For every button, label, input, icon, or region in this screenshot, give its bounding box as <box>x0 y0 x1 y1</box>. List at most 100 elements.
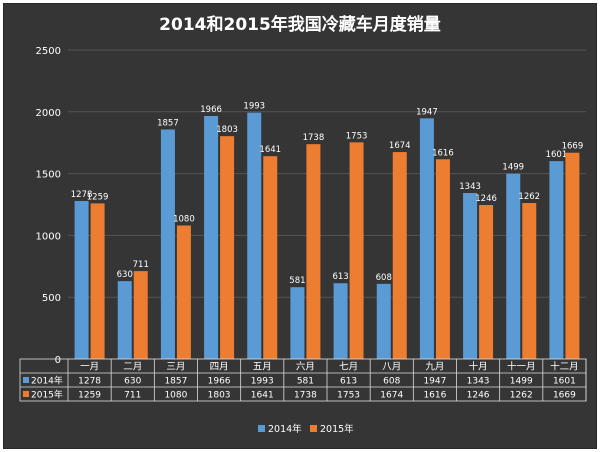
x-tick-label: 十二月 <box>550 361 579 373</box>
data-label: 630 <box>117 270 133 280</box>
table-cell: 1601 <box>553 377 576 387</box>
table-cell: 1753 <box>337 391 360 401</box>
table-cell: 1278 <box>78 377 101 387</box>
data-label: 581 <box>289 276 305 286</box>
table-cell: 630 <box>124 377 141 387</box>
data-label: 608 <box>376 273 392 283</box>
data-label: 1669 <box>562 142 584 152</box>
x-tick-label: 三月 <box>166 362 185 373</box>
legend-swatch <box>310 425 317 432</box>
table-cell: 1262 <box>510 391 533 401</box>
table-series-label: 2014年 <box>31 375 63 387</box>
data-label: 1259 <box>87 192 109 202</box>
table-cell: 1080 <box>164 391 187 401</box>
bar <box>247 112 262 360</box>
y-tick-label: 2500 <box>36 46 61 57</box>
bar <box>435 159 450 359</box>
table-cell: 1993 <box>251 377 274 387</box>
x-tick-label: 九月 <box>425 361 444 373</box>
bar <box>290 287 305 359</box>
table-cell: 1343 <box>467 377 490 387</box>
bar <box>263 156 278 359</box>
bar <box>549 161 564 359</box>
data-label: 1993 <box>243 102 265 112</box>
bar <box>392 152 407 359</box>
table-cell: 1246 <box>467 391 490 401</box>
table-cell: 1857 <box>164 377 187 387</box>
x-tick-label: 十一月 <box>507 361 536 373</box>
bar <box>349 142 364 359</box>
data-label: 613 <box>332 272 348 282</box>
table-legend-key <box>23 391 29 397</box>
bar <box>522 203 537 359</box>
data-label: 1601 <box>546 150 568 160</box>
table-series-label: 2015年 <box>31 389 63 401</box>
table-cell: 1738 <box>294 391 317 401</box>
y-tick-label: 0 <box>55 355 61 366</box>
bar <box>90 203 105 359</box>
x-tick-label: 一月 <box>80 362 99 373</box>
bar <box>204 116 219 359</box>
data-label: 1857 <box>157 118 179 128</box>
x-tick-label: 五月 <box>253 362 272 373</box>
legend-swatch <box>258 425 265 432</box>
data-label: 1080 <box>173 215 195 225</box>
table-cell: 1669 <box>553 391 576 401</box>
x-tick-label: 六月 <box>296 361 315 373</box>
x-tick-label: 八月 <box>382 362 401 373</box>
y-tick-label: 500 <box>42 293 61 304</box>
data-label: 711 <box>133 260 149 270</box>
table-cell: 1966 <box>208 377 231 387</box>
table-cell: 1641 <box>251 391 274 401</box>
bar <box>565 152 580 359</box>
data-label: 1343 <box>459 182 481 192</box>
table-cell: 711 <box>124 391 141 401</box>
table-cell: 608 <box>383 377 400 387</box>
table-cell: 1803 <box>208 391 231 401</box>
data-label: 1966 <box>200 105 222 115</box>
x-tick-label: 二月 <box>123 362 142 373</box>
legend-label: 2014年 <box>268 423 302 435</box>
y-tick-label: 1000 <box>36 231 61 242</box>
x-tick-label: 四月 <box>210 362 229 373</box>
data-label: 1499 <box>502 163 524 173</box>
table-cell: 1947 <box>423 377 446 387</box>
x-tick-label: 七月 <box>339 362 358 373</box>
legend-label: 2015年 <box>320 423 354 435</box>
bar <box>74 201 89 359</box>
bar <box>160 129 175 359</box>
bar <box>133 271 148 359</box>
table-cell: 1499 <box>510 377 533 387</box>
data-label: 1674 <box>389 141 411 151</box>
data-label: 1262 <box>518 192 540 202</box>
data-label: 1246 <box>475 194 497 204</box>
data-label: 1641 <box>259 145 281 155</box>
y-tick-label: 2000 <box>36 108 61 119</box>
table-cell: 613 <box>340 377 357 387</box>
data-label: 1278 <box>71 190 93 200</box>
table-cell: 1616 <box>423 391 446 401</box>
bar <box>463 193 478 359</box>
table-cell: 1674 <box>380 391 403 401</box>
data-label: 1738 <box>303 133 325 143</box>
data-label: 1947 <box>416 107 438 117</box>
bar <box>117 281 132 359</box>
table-cell: 1259 <box>78 391 101 401</box>
data-label: 1803 <box>216 125 238 135</box>
y-tick-label: 1500 <box>36 170 61 181</box>
bar <box>479 204 494 359</box>
table-cell: 581 <box>297 377 314 387</box>
bar <box>220 136 235 359</box>
chart-title: 2014和2015年我国冷藏车月度销量 <box>159 14 441 35</box>
bar <box>333 283 348 359</box>
bar <box>506 173 521 359</box>
table-legend-key <box>23 377 29 383</box>
bar <box>306 144 321 359</box>
bar <box>419 118 434 359</box>
bar <box>176 225 191 359</box>
x-tick-label: 十月 <box>469 361 488 373</box>
bar <box>376 283 391 359</box>
data-label: 1753 <box>346 131 368 141</box>
data-label: 1616 <box>432 148 454 158</box>
